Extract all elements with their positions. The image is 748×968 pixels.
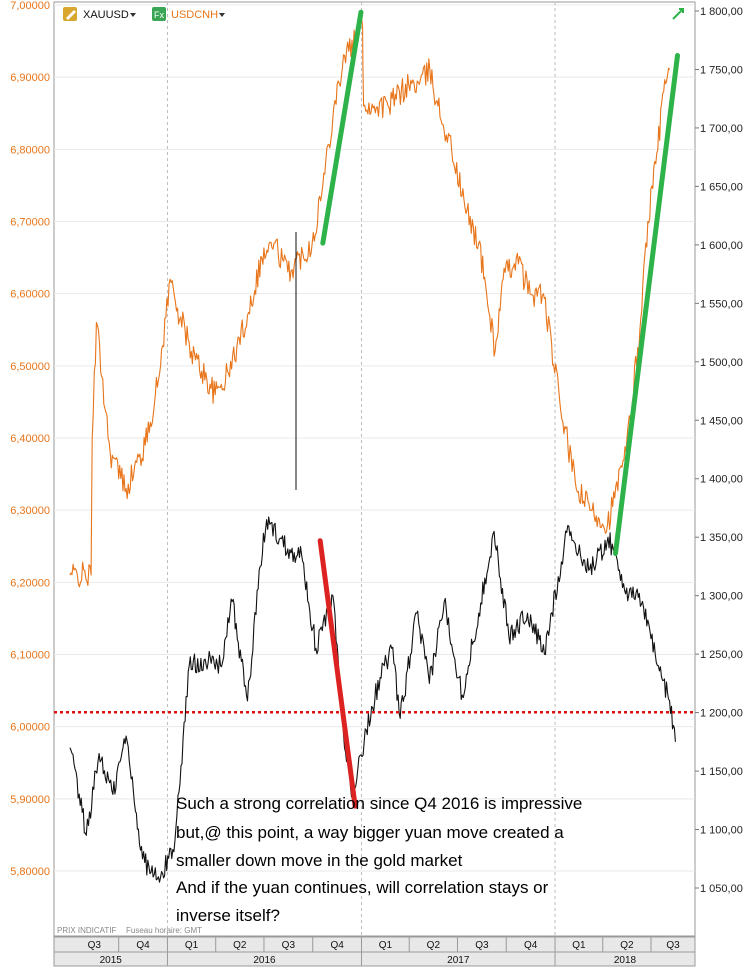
left-tick-label: 6,00000 [10, 722, 50, 734]
dropdown-arrow-icon[interactable] [219, 13, 225, 17]
annotation-line: but,@ this point, a way bigger yuan move… [176, 823, 564, 842]
right-tick-label: 1 600,00 [700, 240, 743, 252]
quarter-label: Q3 [666, 940, 680, 951]
expand-icon[interactable] [672, 8, 684, 20]
quarter-label: Q4 [136, 940, 150, 951]
annotation-line: And if the yuan continues, will correlat… [176, 878, 549, 897]
right-tick-label: 1 050,00 [700, 883, 743, 895]
year-label: 2018 [614, 955, 637, 966]
series-line-usdcnh [69, 16, 671, 588]
left-tick-label: 6,40000 [10, 433, 50, 445]
year-label: 2017 [447, 955, 470, 966]
left-tick-label: 6,30000 [10, 505, 50, 517]
legend-usdcnh[interactable]: USDCNH [171, 9, 218, 21]
legend[interactable]: XAUUSD Fx USDCNH [63, 7, 225, 21]
x-axis-quarter-band [53, 936, 696, 953]
year-label: 2015 [100, 955, 123, 966]
trend-line [317, 538, 358, 809]
right-tick-label: 1 800,00 [700, 6, 743, 18]
left-tick-label: 7,00000 [10, 0, 50, 12]
right-tick-label: 1 100,00 [700, 825, 743, 837]
series-layer [69, 16, 676, 883]
left-tick-label: 6,80000 [10, 144, 50, 156]
year-label: 2016 [253, 955, 276, 966]
x-axis-quarters: Q3 Q4 Q1 Q2 Q3 Q4 Q1 Q2 Q3 Q4 Q1 Q2 Q3 [88, 937, 696, 952]
trend-line [612, 53, 681, 556]
trend-layer [317, 9, 681, 809]
quarter-label: Q2 [427, 940, 441, 951]
quarter-label: Q2 [233, 940, 247, 951]
quarter-label: Q2 [620, 940, 634, 951]
right-tick-label: 1 250,00 [700, 649, 743, 661]
right-tick-label: 1 150,00 [700, 766, 743, 778]
left-tick-label: 5,90000 [10, 794, 50, 806]
annotation: Such a strong correlation since Q4 2016 … [176, 794, 582, 925]
annotation-line: Such a strong correlation since Q4 2016 … [176, 794, 582, 813]
quarter-label: Q3 [282, 940, 296, 951]
series-line-xauusd [69, 516, 676, 883]
left-axis: 7,00000 6,90000 6,80000 6,70000 6,60000 6,500… [10, 0, 50, 878]
right-tick-label: 1 700,00 [700, 123, 743, 135]
left-tick-label: 6,90000 [10, 72, 50, 84]
quarter-label: Q3 [475, 940, 489, 951]
right-tick-label: 1 750,00 [700, 64, 743, 76]
right-tick-label: 1 650,00 [700, 181, 743, 193]
fx-icon[interactable] [152, 7, 166, 21]
quarter-label: Q1 [572, 940, 586, 951]
grid [54, 2, 695, 936]
right-axis: 1 800,00 1 750,00 1 700,00 1 650,00 1 600,00… [695, 6, 743, 895]
trend-line [320, 9, 364, 246]
quarter-label: Q1 [379, 940, 393, 951]
right-tick-label: 1 400,00 [700, 474, 743, 486]
dropdown-arrow-icon[interactable] [130, 13, 136, 17]
quarter-label: Q4 [330, 940, 344, 951]
left-tick-label: 5,80000 [10, 866, 50, 878]
plot-area [53, 1, 696, 937]
right-tick-label: 1 450,00 [700, 415, 743, 427]
right-tick-label: 1 300,00 [700, 591, 743, 603]
x-axis-year-band [53, 951, 696, 967]
quarter-label: Q4 [524, 940, 538, 951]
left-tick-label: 6,20000 [10, 577, 50, 589]
right-tick-label: 1 500,00 [700, 357, 743, 369]
x-axis-years: 2015 2016 2017 2018 [100, 952, 637, 966]
left-tick-label: 6,10000 [10, 650, 50, 662]
right-tick-label: 1 200,00 [700, 708, 743, 720]
left-tick-label: 6,60000 [10, 289, 50, 301]
quarter-label: Q3 [88, 940, 102, 951]
legend-xauusd[interactable]: XAUUSD [83, 9, 129, 21]
left-tick-label: 6,70000 [10, 217, 50, 229]
footer-fuseau: Fuseau horaire: GMT [126, 926, 202, 935]
footer-prix: PRIX INDICATIF [57, 926, 117, 935]
right-tick-label: 1 550,00 [700, 298, 743, 310]
right-tick-label: 1 350,00 [700, 532, 743, 544]
annotation-line: smaller down move in the gold market [176, 851, 463, 870]
annotation-line: inverse itself? [176, 906, 280, 925]
fx-glyph: Fx [154, 10, 164, 20]
left-tick-label: 6,50000 [10, 361, 50, 373]
quarter-label: Q1 [185, 940, 199, 951]
pencil-glyph [66, 10, 76, 20]
